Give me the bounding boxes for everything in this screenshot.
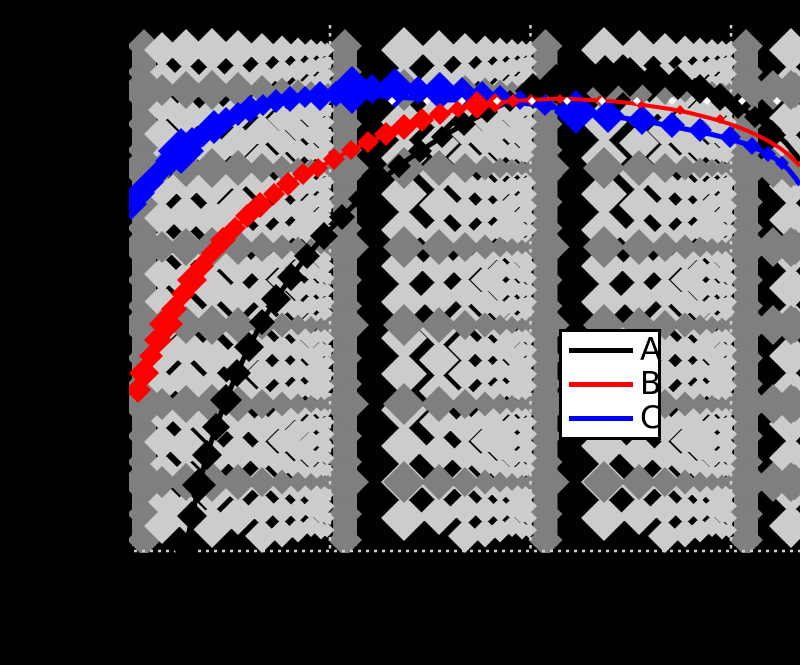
legend: A B C — [559, 329, 662, 440]
legend-item-c: C — [566, 402, 662, 435]
legend-line-a-icon — [569, 348, 633, 354]
legend-label-b: B — [640, 365, 662, 402]
legend-item-a: A — [566, 334, 661, 367]
legend-label-c: C — [640, 399, 662, 436]
legend-label-a: A — [640, 332, 662, 369]
legend-item-b: B — [566, 368, 661, 401]
legend-line-b-icon — [569, 381, 633, 387]
legend-line-c-icon — [569, 415, 633, 421]
